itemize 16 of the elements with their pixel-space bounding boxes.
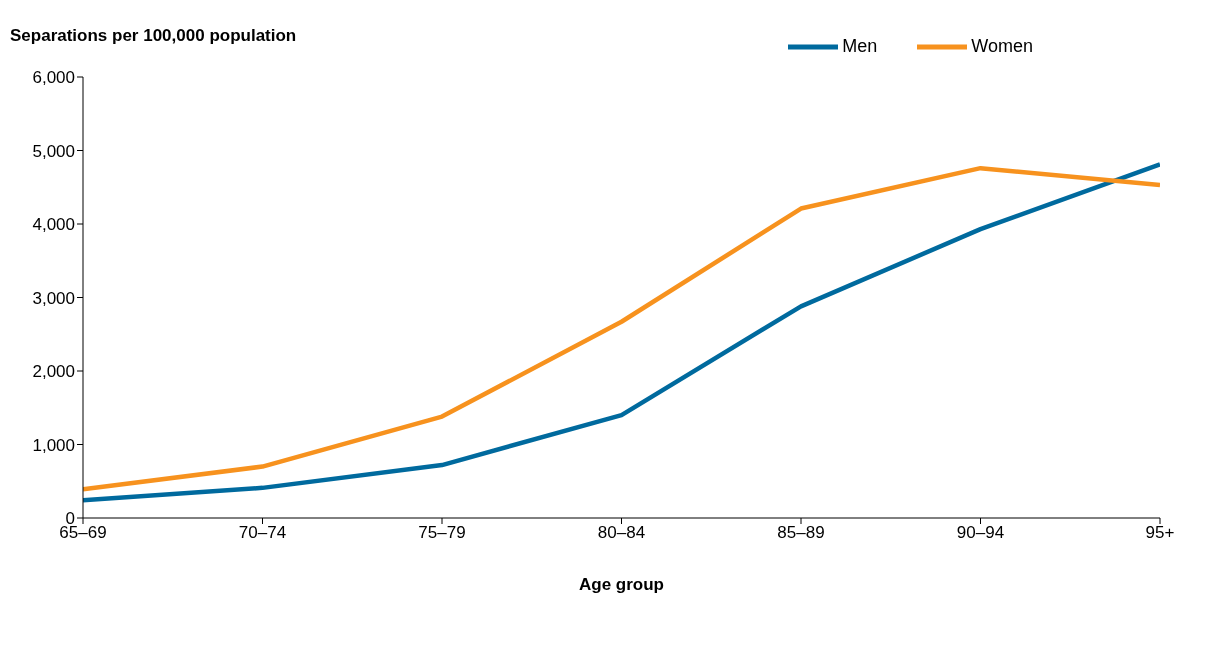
y-tick-label: 4,000 [32, 215, 75, 235]
y-tick-label: 1,000 [32, 435, 75, 455]
x-tick-label: 95+ [1145, 523, 1175, 543]
x-tick-label: 90–94 [956, 523, 1005, 543]
legend-label: Men [842, 36, 878, 57]
y-tick-label: 6,000 [32, 68, 75, 88]
x-tick-label: 70–74 [238, 523, 287, 543]
y-axis-title: Separations per 100,000 population [10, 26, 297, 46]
y-tick-label: 5,000 [32, 141, 75, 161]
x-tick-label: 80–84 [597, 523, 646, 543]
y-tick-label: 2,000 [32, 362, 75, 382]
legend-label: Women [971, 36, 1033, 57]
y-tick-label: 3,000 [32, 288, 75, 308]
x-tick-label: 85–89 [777, 523, 825, 543]
x-axis-title: Age group [579, 575, 664, 594]
x-tick-label: 75–79 [418, 523, 466, 543]
